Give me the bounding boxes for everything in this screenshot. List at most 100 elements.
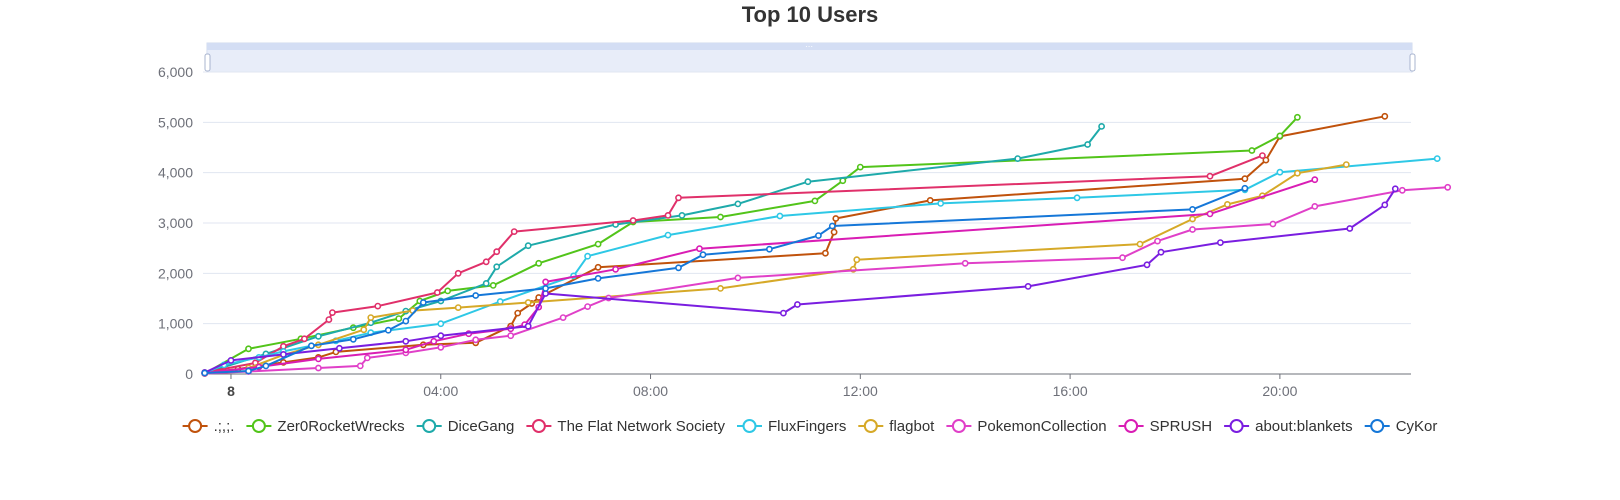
data-point[interactable] [482,279,490,287]
data-point[interactable] [1311,202,1319,210]
data-point[interactable] [496,298,504,305]
data-point[interactable] [314,364,322,372]
data-point[interactable] [804,178,812,186]
data-point[interactable] [335,344,343,352]
data-point[interactable] [472,336,480,344]
data-point[interactable] [1206,172,1214,180]
legend-item[interactable]: The Flat Network Society [526,418,725,435]
datazoom-slider[interactable]: ⋯ [204,42,1416,73]
data-point[interactable] [493,263,501,271]
data-point[interactable] [678,211,686,219]
data-point[interactable] [1444,183,1452,191]
data-point[interactable] [584,252,591,260]
legend-item[interactable]: PokemonCollection [946,418,1107,435]
data-point[interactable] [1398,186,1406,194]
data-point[interactable] [1241,175,1249,183]
data-point[interactable] [584,303,591,310]
data-point[interactable] [454,269,462,277]
data-point[interactable] [832,215,840,222]
data-point[interactable] [1189,226,1196,233]
data-point[interactable] [1024,282,1032,290]
data-point[interactable] [482,258,490,266]
data-point[interactable] [328,309,336,316]
data-point[interactable] [717,284,724,292]
legend-item[interactable]: CyKor [1364,418,1438,435]
data-point[interactable] [664,231,672,239]
data-point[interactable] [535,259,543,267]
data-point[interactable] [1391,185,1399,193]
data-point[interactable] [493,248,501,256]
data-point[interactable] [201,369,209,377]
data-point[interactable] [811,197,819,205]
data-point[interactable] [1259,152,1266,159]
data-point[interactable] [402,317,410,325]
data-point[interactable] [349,335,357,343]
data-point[interactable] [822,249,829,257]
data-point[interactable] [1206,210,1214,218]
data-point[interactable] [1136,240,1144,248]
data-point[interactable] [776,212,784,220]
data-point[interactable] [1217,239,1224,246]
data-point[interactable] [489,281,497,289]
data-point[interactable] [356,362,364,370]
data-point[interactable] [1248,147,1256,154]
data-point[interactable] [1189,205,1196,213]
data-point[interactable] [1381,112,1389,120]
data-point[interactable] [780,309,787,317]
data-point[interactable] [1014,155,1022,162]
data-point[interactable] [363,354,371,362]
data-point[interactable] [402,346,410,354]
data-point[interactable] [675,264,682,272]
data-point[interactable] [717,213,724,221]
data-point[interactable] [1433,155,1441,162]
data-point[interactable] [1269,220,1277,228]
data-point[interactable] [559,314,567,321]
datazoom-top-bar[interactable] [207,43,1412,50]
data-point[interactable] [437,320,445,328]
data-point[interactable] [454,304,462,311]
data-point[interactable] [245,345,252,353]
data-point[interactable] [1294,169,1301,177]
data-point[interactable] [961,259,969,267]
data-point[interactable] [262,362,270,370]
data-point[interactable] [524,322,532,330]
data-point[interactable] [279,350,287,358]
legend-item[interactable]: about:blankets [1224,418,1353,435]
data-point[interactable] [1262,156,1270,164]
datazoom-handle-left[interactable] [204,53,211,72]
datazoom-handle-right[interactable] [1409,53,1416,72]
data-point[interactable] [937,199,945,207]
data-point[interactable] [1084,141,1091,148]
data-point[interactable] [419,299,427,306]
data-point[interactable] [307,342,315,350]
data-point[interactable] [734,200,742,208]
data-point[interactable] [696,245,703,253]
data-point[interactable] [510,228,518,235]
data-point[interactable] [664,211,672,219]
data-point[interactable] [594,274,602,282]
legend-item[interactable]: .;,;. [182,418,235,435]
data-point[interactable] [437,332,445,340]
data-point[interactable] [402,337,410,345]
data-point[interactable] [444,287,452,295]
data-point[interactable] [227,356,235,364]
data-point[interactable] [314,355,322,363]
legend-item[interactable]: DiceGang [416,418,515,435]
data-point[interactable] [314,332,322,340]
data-point[interactable] [853,256,861,264]
data-point[interactable] [1311,176,1319,184]
data-point[interactable] [367,314,375,321]
data-point[interactable] [1189,215,1196,223]
data-point[interactable] [1098,123,1105,130]
data-point[interactable] [926,196,934,204]
data-point[interactable] [395,315,403,322]
data-point[interactable] [594,263,602,271]
data-point[interactable] [856,163,864,171]
data-point[interactable] [594,240,602,248]
legend-item[interactable]: FluxFingers [737,418,846,435]
data-point[interactable] [430,337,438,345]
data-point[interactable] [794,301,801,308]
data-point[interactable] [384,326,392,334]
data-point[interactable] [472,292,480,299]
data-point[interactable] [1119,254,1126,262]
